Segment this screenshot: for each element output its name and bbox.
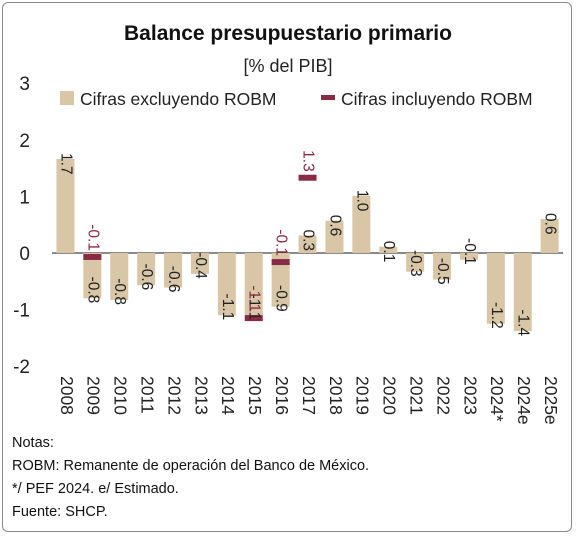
x-tick-label: 2011 (138, 376, 158, 414)
bar (325, 220, 344, 253)
robm-value-label: -0.1 (84, 224, 101, 251)
y-tick-label: 0 (19, 244, 30, 265)
bar-value-label: 0.6 (542, 213, 559, 235)
robm-value-label: -0.1 (273, 229, 290, 256)
bar-value-label: -0.3 (407, 250, 424, 277)
x-tick-label: 2013 (191, 376, 211, 415)
x-tick-label: 2024e (514, 376, 534, 425)
bar-value-label: 0.1 (380, 241, 397, 263)
bar-chart: 3 2 1 0 -1 -2 Cifras excluyendo ROBM Cifras in… (13, 74, 564, 425)
robm-value-label: 1.3 (299, 150, 316, 172)
bar-value-label: -0.8 (84, 277, 101, 304)
note-source: Fuente: SHCP. (12, 504, 108, 520)
x-tick-label: 2012 (164, 376, 184, 415)
bar-value-label: -1.1 (246, 294, 263, 321)
y-tick-label: 2 (19, 131, 30, 152)
bar-value-label: -0.6 (165, 266, 182, 293)
note-robm: ROBM: Remanente de operación del Banco d… (12, 458, 370, 474)
y-tick-label: 1 (19, 187, 30, 208)
bars-excluding-robm (56, 159, 559, 332)
bar (56, 159, 75, 253)
x-tick-label: 2022 (433, 376, 453, 415)
x-tick-label: 2020 (380, 376, 400, 415)
robm-mark (271, 259, 290, 266)
bar (190, 253, 209, 274)
bar (540, 219, 559, 253)
x-tick-label: 2017 (299, 376, 319, 415)
bar (433, 253, 452, 280)
note-pef: */ PEF 2024. e/ Estimado. (12, 481, 179, 497)
bar (164, 253, 183, 288)
legend-label-including: Cifras incluyendo ROBM (341, 89, 533, 109)
bar (110, 253, 129, 300)
bar-value-label: 1.7 (57, 153, 74, 175)
notes-heading: Notas: (12, 435, 54, 451)
bar-value-label: -0.6 (138, 264, 155, 291)
legend-swatch-excluding (60, 91, 74, 105)
bar (137, 253, 156, 286)
robm-mark (244, 315, 263, 322)
marks-including-robm (83, 174, 317, 322)
x-tick-label: 2014 (218, 376, 238, 415)
bar-value-label: -0.5 (434, 258, 451, 285)
legend-label-excluding: Cifras excluyendo ROBM (80, 89, 276, 109)
y-tick-label: 3 (19, 74, 30, 95)
bar (83, 253, 102, 299)
x-tick-label: 2023 (460, 376, 480, 415)
robm-mark (298, 174, 317, 181)
robm-mark (83, 253, 102, 260)
y-tick-label: -1 (13, 301, 30, 322)
x-tick-label: 2024* (487, 376, 507, 422)
bar-value-label: -0.8 (111, 278, 128, 305)
bar (244, 253, 263, 316)
bar (379, 246, 398, 253)
legend-swatch-including (321, 95, 335, 100)
bar (486, 253, 505, 324)
bar (217, 253, 236, 316)
bar-value-label: -1.1 (219, 294, 236, 321)
bar-value-label: -0.4 (192, 252, 209, 279)
x-tick-label: 2008 (57, 376, 77, 415)
bar-value-label: -1.4 (515, 309, 532, 336)
chart-subtitle: [% del PIB] (243, 56, 333, 76)
x-tick-label: 2018 (326, 376, 346, 415)
x-tick-label: 2016 (272, 376, 292, 415)
legend: Cifras excluyendo ROBM Cifras incluyendo … (60, 89, 533, 109)
bar-value-label: 0.3 (299, 229, 316, 251)
x-tick-label: 2009 (84, 376, 104, 415)
x-tick-label: 2021 (407, 376, 427, 415)
bar-value-label: 1.0 (353, 190, 370, 212)
x-tick-label: 2015 (245, 376, 265, 415)
bar (298, 235, 317, 253)
x-tick-label: 2025e (541, 376, 561, 425)
x-axis-labels: 2008 2009 2010 2011 2012 2013 2014 2015 2016 2017… (57, 376, 561, 425)
x-tick-label: 2019 (353, 376, 373, 415)
bar-value-label: 0.6 (326, 215, 343, 237)
y-tick-label: -2 (13, 357, 30, 378)
bar (459, 253, 478, 260)
robm-value-label: -1.1 (246, 285, 263, 312)
bar (406, 253, 425, 272)
bar (352, 195, 371, 253)
x-tick-label: 2010 (111, 376, 131, 415)
bar-value-label: -0.9 (273, 285, 290, 312)
bar (513, 253, 532, 332)
bar (271, 253, 290, 307)
bar-value-label: -1.2 (488, 302, 505, 329)
data-labels: 1.7-0.8 -0.8-0.6 -0.6-0.4-1.1 -1.1 -0.90.30.… (57, 150, 558, 336)
bar-value-label: -0.1 (461, 238, 478, 265)
chart-title: Balance presupuestario primario (124, 22, 452, 45)
notes: Notas: ROBM: Remanente de operación del … (12, 432, 369, 524)
